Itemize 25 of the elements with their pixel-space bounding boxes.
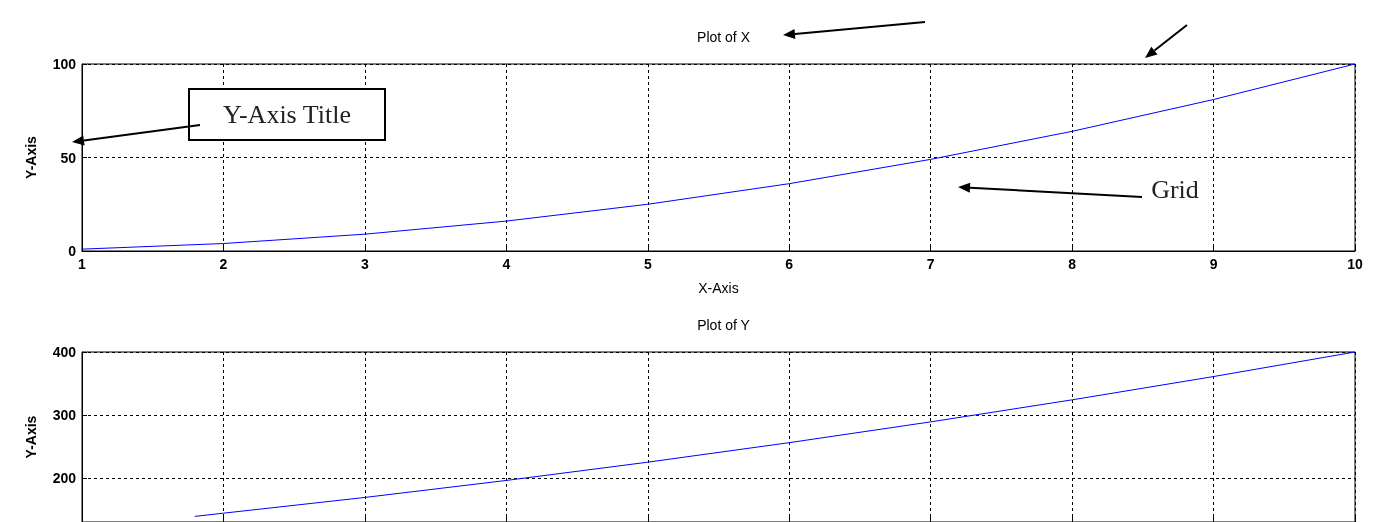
y-tick-label: 0: [68, 243, 77, 259]
x-tick-label: 2: [219, 256, 228, 272]
x-tick-label: 4: [502, 256, 511, 272]
y-tick-label: 200: [52, 469, 77, 486]
y-tick-label: 400: [52, 344, 77, 360]
annotation: Y-Axis Title: [188, 88, 386, 141]
y-axis-title: Y-Axis: [23, 415, 39, 459]
y-tick-label: 100: [52, 56, 77, 72]
line-series: [81, 63, 1356, 250]
chart-title: Plot of X: [697, 29, 751, 45]
x-tick-label: 10: [1347, 256, 1363, 272]
x-tick-label: 3: [360, 256, 369, 272]
line-series: [194, 351, 1356, 517]
x-tick-label: 6: [785, 256, 794, 272]
x-tick-label: 5: [643, 256, 652, 272]
y-tick-label: 50: [60, 149, 77, 166]
x-tick-label: 1: [78, 256, 87, 272]
y-tick-label: 300: [52, 406, 77, 423]
y-axis-title: Y-Axis: [23, 135, 39, 179]
x-axis-title: X-Axis: [698, 280, 739, 296]
x-tick-label: 9: [1209, 256, 1218, 272]
annotation: Grid: [1150, 174, 1200, 206]
chart-title: Plot of Y: [697, 317, 751, 333]
x-tick-label: 7: [926, 256, 935, 272]
x-tick-label: 8: [1068, 256, 1077, 272]
